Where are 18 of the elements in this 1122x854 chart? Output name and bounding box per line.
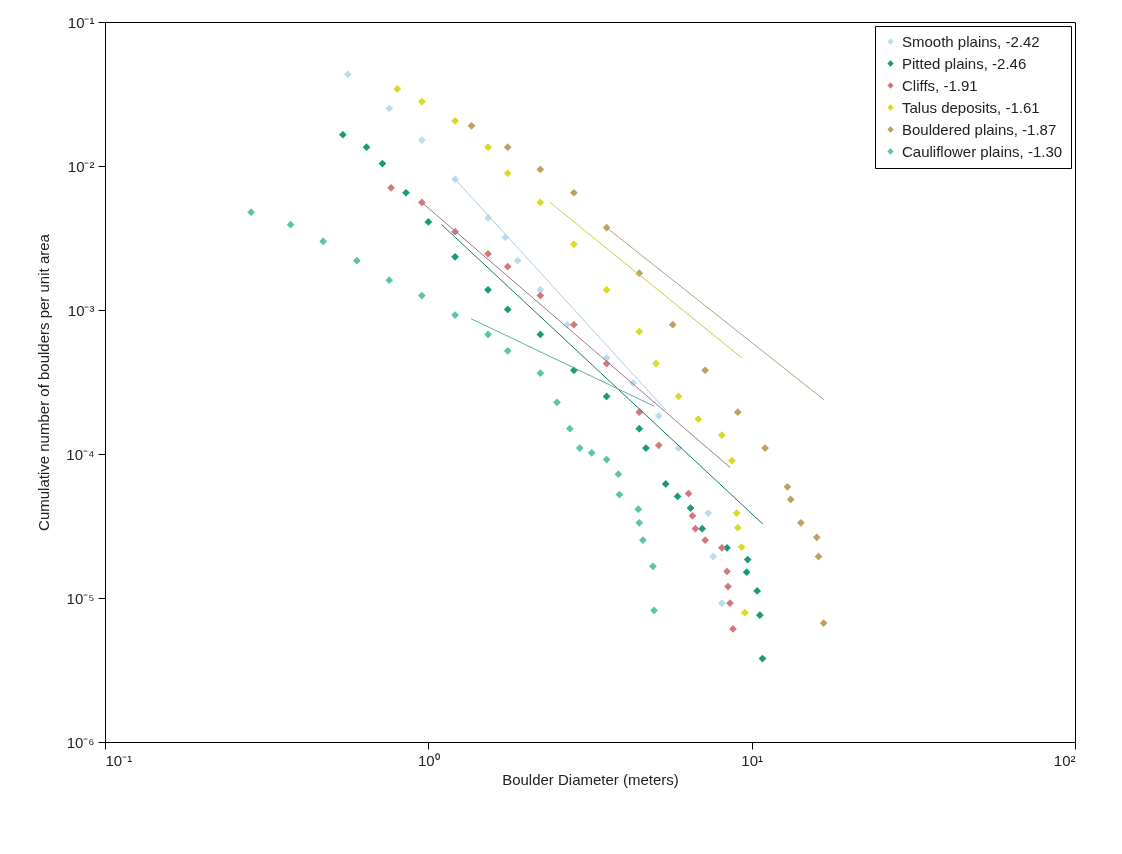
y-tick-label: 10⁻⁶	[66, 733, 95, 751]
y-tick-label: 10⁻³	[67, 301, 95, 319]
legend-label: Cliffs, -1.91	[902, 76, 978, 94]
x-tick-label: 10²	[1053, 751, 1076, 769]
y-tick-label: 10⁻²	[67, 157, 95, 175]
x-tick-label: 10⁻¹	[105, 751, 133, 769]
legend-label: Pitted plains, -2.46	[902, 54, 1027, 72]
legend-label: Smooth plains, -2.42	[902, 32, 1040, 50]
y-tick-label: 10⁻⁵	[66, 589, 95, 607]
legend-label: Bouldered plains, -1.87	[902, 120, 1057, 138]
x-tick-label: 10¹	[741, 751, 764, 769]
legend-label: Cauliflower plains, -1.30	[902, 142, 1063, 160]
x-tick-label: 10⁰	[417, 751, 440, 769]
x-axis-title: Boulder Diameter (meters)	[502, 770, 679, 788]
y-tick-label: 10⁻¹	[67, 13, 95, 31]
legend-label: Talus deposits, -1.61	[902, 98, 1040, 116]
y-axis-title: Cumulative number of boulders per unit area	[35, 233, 53, 531]
y-tick-label: 10⁻⁴	[66, 445, 95, 463]
